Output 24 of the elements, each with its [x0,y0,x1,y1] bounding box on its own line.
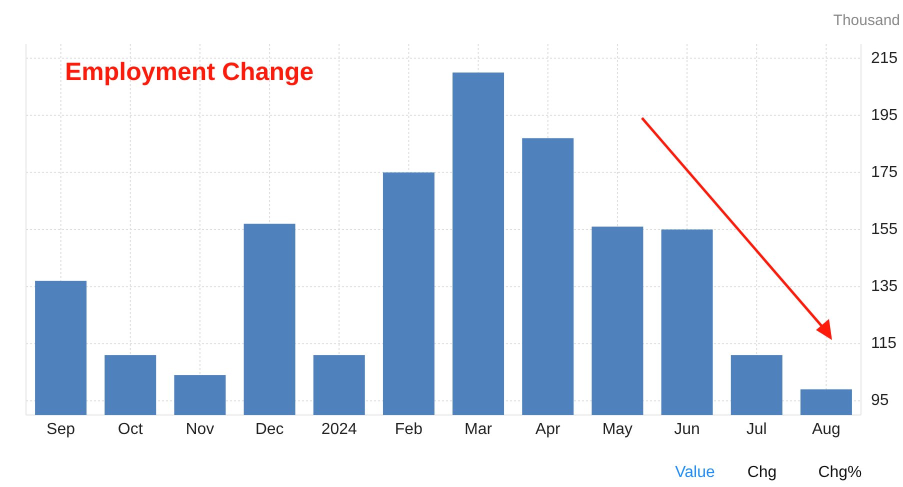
x-tick-label: Feb [394,421,423,438]
x-tick-label: Sep [46,421,76,438]
x-tick-label: Mar [464,421,493,438]
x-tick-label: Jun [674,421,700,438]
y-tick-label: 175 [871,164,898,181]
x-tick-label: Dec [255,421,284,438]
text: Chg% [818,464,862,481]
x-tick-label: Oct [118,421,144,438]
y-tick-label: 195 [871,106,898,124]
y-tick-label: 115 [871,335,897,352]
x-tick-label: Jul [746,421,767,438]
y-tick-label: 95 [871,392,889,410]
x-tick-label: Apr [535,421,561,438]
y-tick-label: 155 [871,221,898,238]
x-tick-label: Nov [186,421,214,438]
text: Value [675,464,715,481]
text: Chg [747,464,777,481]
x-tick-label: May [602,421,633,438]
x-tick-label: Aug [812,421,840,438]
y-tick-label: 215 [871,50,898,67]
y-tick-label: 135 [871,278,898,296]
y-axis-title: Thousand [833,12,900,29]
x-tick-label: 2024 [321,421,358,438]
text: Employment Change [65,58,314,86]
